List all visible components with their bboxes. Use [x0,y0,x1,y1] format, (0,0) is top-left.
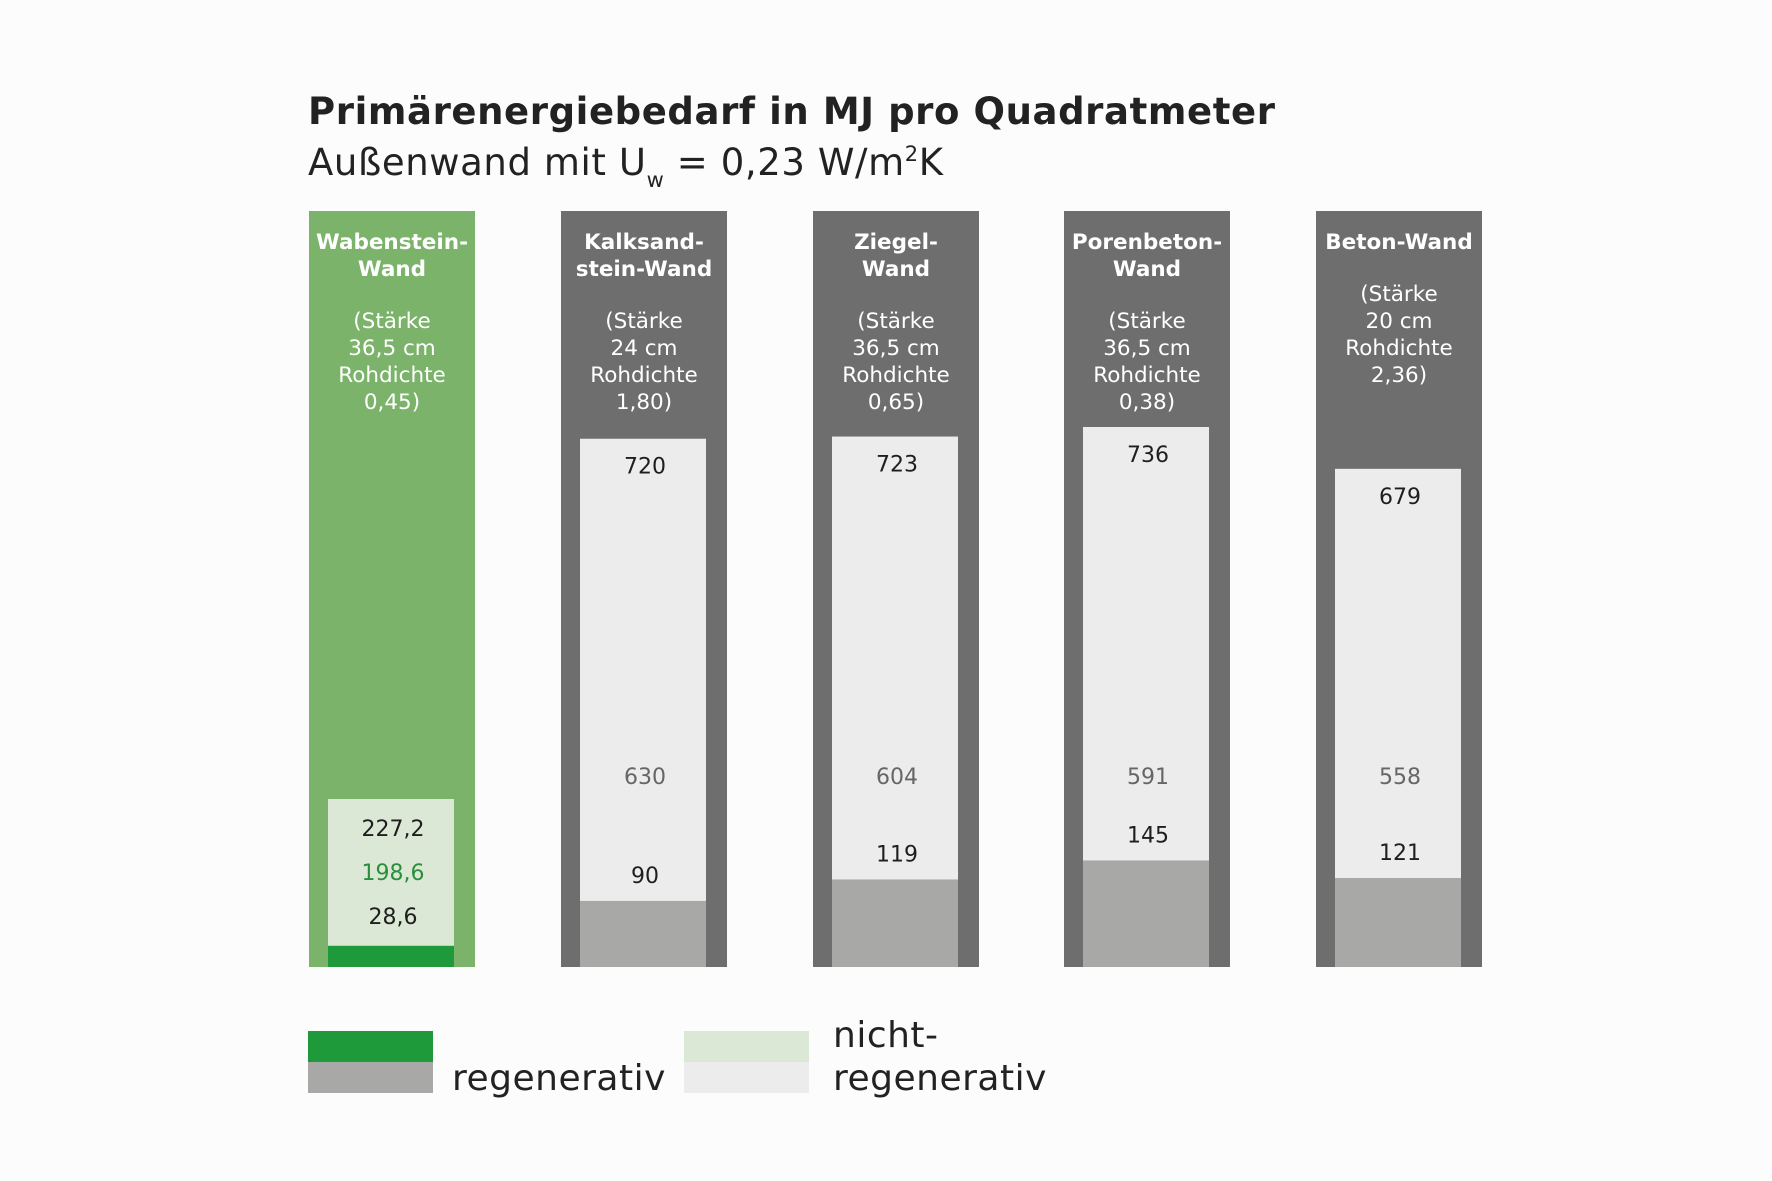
col-5-spec-line: Rohdichte [1345,336,1453,361]
legend-label-nicht-regenerativ: nicht- regenerativ [833,1014,1047,1100]
col-5-bar-nicht-regenerativ [1335,468,1461,879]
col-3-spec-line: (Stärke [857,309,935,334]
col-4-name-line: Wand [1112,257,1182,282]
col-5-header: Beton-Wand (Stärke 20 cm Rohdichte 2,36) [1316,229,1482,389]
col-2-spec-line: 24 cm [610,336,678,361]
col-5-spec-line: (Stärke [1360,282,1438,307]
col-3-spec: (Stärke 36,5 cm Rohdichte 0,65) [813,308,979,416]
col-1-name-line: Wabenstein- [316,230,468,255]
legend-label-line-2: regenerativ [833,1058,1047,1099]
col-4-header: Porenbeton- Wand (Stärke 36,5 cm Rohdichte 0,… [1064,229,1230,416]
col-3-bar-nicht-regenerativ [832,436,958,880]
col-2-header: Kalksand-stein-Wand (Stärke 24 cm Rohdichte… [561,229,727,416]
col-1-spec-line: (Stärke [353,309,431,334]
col-3-spec-line: 36,5 cm [852,336,940,361]
col-3-name-line: Wand [861,257,931,282]
col-5-label-regenerativ: 121 [1379,841,1421,866]
col-3-label-regenerativ: 119 [876,843,918,868]
col-2-name-line: stein-Wand [575,257,713,282]
col-3-bar-regenerativ [832,879,958,967]
col-3-name: Ziegel- Wand [813,229,979,283]
col-4-spec-line: 0,38) [1118,390,1176,415]
col-1-spec-line: 0,45) [363,390,421,415]
col-3-label-total: 723 [876,453,918,478]
col-2-label-total: 720 [624,455,666,480]
subtitle-subscript: w [646,168,665,192]
col-5-spec: (Stärke 20 cm Rohdichte 2,36) [1316,281,1482,389]
col-4-bar-nicht-regenerativ [1083,427,1209,861]
col-5-bar-regenerativ [1335,878,1461,967]
col-3-spec-line: 0,65) [867,390,925,415]
col-4-name: Porenbeton- Wand [1064,229,1230,283]
subtitle-middle: = 0,23 W/m [664,141,905,184]
col-1-spec: (Stärke 36,5 cm Rohdichte 0,45) [309,308,475,416]
col-1-label-nicht-regenerativ: 198,6 [362,861,425,886]
legend-swatch-nicht-regenerativ-green [684,1031,809,1062]
col-3-header: Ziegel- Wand (Stärke 36,5 cm Rohdichte 0,65) [813,229,979,416]
col-4-name-line: Porenbeton- [1071,230,1223,255]
col-4-spec: (Stärke 36,5 cm Rohdichte 0,38) [1064,308,1230,416]
col-5-label-total: 679 [1379,485,1421,510]
col-1-name: Wabenstein- Wand [309,229,475,283]
col-4-spec-line: Rohdichte [1093,363,1201,388]
col-4-spec-line: 36,5 cm [1103,336,1191,361]
subtitle-suffix: K [918,141,944,184]
col-4-label-total: 736 [1127,443,1169,468]
col-2-label-regenerativ: 90 [631,864,659,889]
col-2-spec-line: 1,80) [615,390,673,415]
col-4-bar-regenerativ [1083,860,1209,967]
col-4-label-nicht-regenerativ: 591 [1127,765,1169,790]
col-2-bar-nicht-regenerativ [580,438,706,901]
col-2-name: Kalksand-stein-Wand [561,229,727,283]
col-4-label-regenerativ: 145 [1127,824,1169,849]
subtitle-superscript: 2 [904,142,919,166]
chart-title: Primärenergiebedarf in MJ pro Quadratmet… [308,90,1276,133]
col-5-label-nicht-regenerativ: 558 [1379,765,1421,790]
col-2-spec-line: Rohdichte [590,363,698,388]
col-1-name-line: Wand [357,257,427,282]
col-2-spec: (Stärke 24 cm Rohdichte 1,80) [561,308,727,416]
legend-swatch-regenerativ-green [308,1031,433,1062]
col-3-label-nicht-regenerativ: 604 [876,765,918,790]
legend-label-line-1: nicht- [833,1015,939,1056]
legend-swatch-regenerativ-grey [308,1062,433,1093]
legend-swatch-nicht-regenerativ-grey [684,1062,809,1093]
col-1-bar-regenerativ [328,945,454,967]
col-1-spec-line: 36,5 cm [348,336,436,361]
col-2-spec-line: (Stärke [605,309,683,334]
col-3-name-line: Ziegel- [854,230,938,255]
col-5-spec-line: 20 cm [1365,309,1433,334]
col-2-name-line: Kalksand- [584,230,704,255]
col-2-bar-regenerativ [580,900,706,967]
col-5-spec-line: 2,36) [1370,363,1428,388]
chart-subtitle: Außenwand mit Uw = 0,23 W/m2K [308,141,944,192]
col-1-bar-nicht-regenerativ [328,799,454,946]
col-1-label-total: 227,2 [362,817,425,842]
col-5-name-line: Beton-Wand [1325,230,1473,255]
col-2-label-nicht-regenerativ: 630 [624,765,666,790]
col-1-header: Wabenstein- Wand (Stärke 36,5 cm Rohdichte 0,… [309,229,475,416]
col-5-name: Beton-Wand [1316,229,1482,256]
col-3-spec-line: Rohdichte [842,363,950,388]
subtitle-prefix: Außenwand mit U [308,141,647,184]
col-1-spec-line: Rohdichte [338,363,446,388]
legend-label-regenerativ: regenerativ [452,1058,666,1099]
col-4-spec-line: (Stärke [1108,309,1186,334]
col-1-label-regenerativ: 28,6 [369,905,418,930]
